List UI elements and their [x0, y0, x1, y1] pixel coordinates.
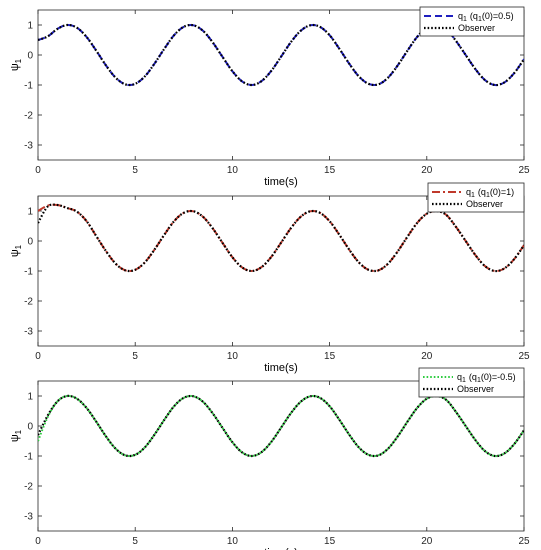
series-line-q1: [38, 394, 524, 458]
legend: q1 (q1(0)=1)Observer: [427, 182, 525, 213]
x-tick-label: 10: [227, 165, 239, 176]
y-axis-label-sub: 1: [14, 244, 23, 249]
legend-label: q1 (q1(0)=1): [466, 187, 514, 199]
x-tick-label: 10: [227, 536, 239, 547]
y-axis-label-main: ψ: [9, 249, 21, 257]
svg-text:ψ1: ψ1: [9, 244, 23, 257]
series-line-observer: [38, 203, 524, 273]
y-tick-label: -3: [24, 512, 33, 523]
series-line-observer: [38, 394, 524, 458]
legend-label: Observer: [466, 199, 503, 209]
x-tick-label: 25: [518, 165, 530, 176]
x-axis-label: time(s): [264, 547, 298, 550]
y-axis-label-sub: 1: [14, 58, 23, 63]
y-tick-label: -2: [24, 297, 33, 308]
legend-box: [418, 367, 525, 398]
legend-label: q1 (q1(0)=-0.5): [457, 372, 516, 384]
svg-text:ψ1: ψ1: [9, 58, 23, 71]
y-tick-label: -2: [24, 482, 33, 493]
x-tick-label: 0: [35, 351, 41, 362]
x-tick-label: 25: [518, 351, 530, 362]
x-tick-label: 0: [35, 165, 41, 176]
y-tick-label: -3: [24, 327, 33, 338]
x-tick-label: 5: [132, 351, 138, 362]
legend-label: q1 (q1(0)=0.5): [458, 11, 514, 23]
x-tick-label: 15: [324, 351, 336, 362]
x-tick-label: 25: [518, 536, 530, 547]
y-axis-label: ψ1: [9, 429, 23, 442]
svg-text:ψ1: ψ1: [9, 429, 23, 442]
y-tick-label: 1: [27, 207, 33, 218]
y-tick-label: -1: [24, 81, 33, 92]
y-axis-label-main: ψ: [9, 434, 21, 442]
y-tick-label: 1: [27, 392, 33, 403]
series-line-observer: [38, 23, 524, 87]
y-tick-label: 0: [27, 422, 33, 433]
x-tick-label: 20: [421, 536, 433, 547]
plot-area: [37, 380, 525, 532]
legend-box: [427, 182, 525, 213]
y-tick-label: 0: [27, 237, 33, 248]
legend: q1 (q1(0)=0.5)Observer: [419, 6, 525, 37]
y-axis-label-main: ψ: [9, 63, 21, 71]
chart-panel-3: 051015202510-1-2-3time(s)ψ1q1(q1(0)=-0.5…: [9, 367, 530, 550]
legend: q1 (q1(0)=-0.5)Observer: [418, 367, 525, 398]
y-axis-label-sub: 1: [14, 429, 23, 434]
x-axis-label: time(s): [264, 362, 298, 374]
y-axis-label: ψ1: [9, 244, 23, 257]
legend-label: Observer: [458, 23, 495, 33]
x-tick-label: 15: [324, 536, 336, 547]
y-tick-label: 1: [27, 21, 33, 32]
x-tick-label: 0: [35, 536, 41, 547]
legend-label: Observer: [457, 384, 494, 394]
y-tick-label: 0: [27, 51, 33, 62]
x-tick-label: 10: [227, 351, 239, 362]
legend-box: [419, 6, 525, 37]
x-tick-label: 5: [132, 536, 138, 547]
y-tick-label: -1: [24, 267, 33, 278]
x-tick-label: 20: [421, 165, 433, 176]
y-tick-label: -2: [24, 111, 33, 122]
y-tick-label: -1: [24, 452, 33, 463]
x-axis-label: time(s): [264, 176, 298, 188]
y-tick-label: -3: [24, 141, 33, 152]
x-tick-label: 15: [324, 165, 336, 176]
x-tick-label: 5: [132, 165, 138, 176]
x-tick-label: 20: [421, 351, 433, 362]
y-axis-label: ψ1: [9, 58, 23, 71]
